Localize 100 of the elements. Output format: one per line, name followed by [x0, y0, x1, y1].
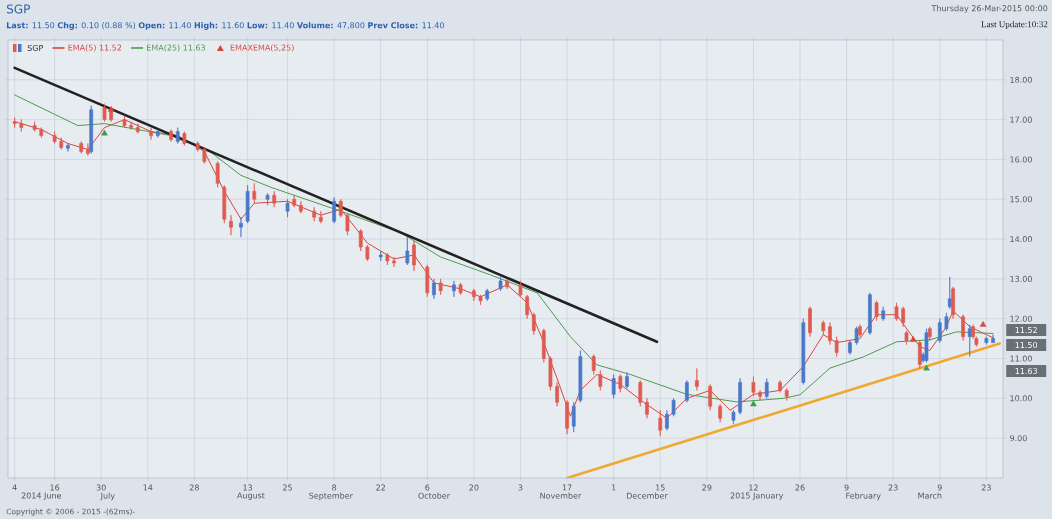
x-tick-label: 16 — [50, 484, 60, 491]
candlestick — [345, 212, 350, 236]
candlestick — [109, 107, 114, 122]
text: 11.63 — [1015, 367, 1038, 375]
point — [101, 129, 108, 136]
candlestick — [215, 161, 220, 188]
candlestick — [432, 278, 436, 300]
y-tick-label: 17.00 — [1010, 116, 1032, 123]
x2-tick-label: March — [918, 492, 942, 499]
candlestick — [392, 256, 396, 268]
candlestick — [412, 240, 416, 272]
candlestick — [901, 306, 906, 328]
candlestick — [764, 378, 769, 399]
candlestick — [135, 123, 140, 134]
x-tick-label: 6 — [425, 484, 430, 491]
candlestick — [52, 131, 57, 144]
candlestick — [828, 322, 832, 345]
y-tick-label: 16.00 — [1010, 156, 1032, 163]
candlestick — [751, 376, 756, 397]
candlestick — [731, 409, 736, 425]
candlestick — [951, 286, 955, 320]
x-tick-label: 25 — [283, 484, 292, 491]
candlestick — [808, 306, 812, 337]
candlestick — [625, 372, 629, 389]
x-tick-label: 28 — [189, 484, 199, 491]
y-tick-label: 12.00 — [1010, 315, 1032, 322]
candlestick — [505, 278, 510, 290]
legend-label: SGP — [27, 44, 44, 52]
candlestick — [591, 354, 596, 375]
candlestick — [252, 182, 257, 204]
x-tick-label: 20 — [469, 484, 479, 491]
candlestick — [671, 398, 676, 417]
candlestick — [129, 121, 133, 130]
candlestick — [758, 390, 762, 401]
text: 11.50 — [1015, 341, 1038, 349]
candlestick — [155, 129, 160, 138]
candlestick — [89, 105, 94, 154]
candlestick — [332, 196, 336, 224]
candlestick — [318, 210, 323, 224]
x-tick-label: 23 — [888, 484, 898, 491]
candlestick — [695, 368, 699, 391]
candlestick — [19, 119, 24, 132]
candlestick — [924, 328, 929, 363]
legend-label: EMAXEMA(5,25) — [230, 44, 294, 52]
candlestick — [541, 328, 546, 363]
candlestick — [944, 312, 949, 332]
candlestick — [32, 121, 37, 132]
text: 11.52 — [1015, 326, 1037, 334]
candlestick — [848, 340, 852, 355]
candlestick — [868, 292, 872, 335]
point — [923, 364, 930, 371]
candlestick — [239, 216, 243, 238]
x-tick-label: 12 — [749, 484, 758, 491]
candlestick — [66, 143, 70, 152]
x2-tick-label: July — [100, 492, 115, 501]
x-tick-label: 9 — [844, 484, 849, 491]
candlestick — [195, 141, 200, 152]
candlestick — [618, 374, 623, 393]
candlestick — [338, 198, 343, 218]
candlestick — [86, 143, 90, 156]
candlestick — [937, 318, 942, 343]
legend-label: EMA(25) 11.63 — [147, 44, 205, 52]
candlestick — [365, 244, 370, 262]
x-tick-label: 1 — [611, 484, 616, 491]
candlestick — [458, 282, 463, 296]
text: Last Update:10:32 — [981, 20, 1048, 30]
candlestick — [565, 399, 569, 435]
y-tick-label: 14.00 — [1010, 236, 1032, 243]
candlestick — [967, 324, 972, 357]
x2-tick-label: December — [626, 492, 668, 499]
candlestick — [801, 318, 806, 385]
x-tick-label: 3 — [518, 484, 523, 491]
candlestick — [39, 127, 44, 138]
candlestick — [425, 264, 430, 298]
candlestick — [821, 320, 826, 335]
y-tick-label: 18.00 — [1010, 76, 1032, 83]
x-tick-label: 13 — [243, 484, 253, 491]
candlestick — [59, 137, 64, 150]
x-tick-label: 22 — [376, 484, 386, 491]
point — [107, 105, 115, 112]
candlestick — [638, 380, 643, 407]
x-tick-label: 14 — [143, 484, 153, 491]
candlestick — [272, 190, 277, 208]
candlestick — [285, 198, 290, 218]
candlestick — [12, 117, 17, 128]
candlestick — [175, 127, 180, 144]
candlestick — [452, 280, 456, 298]
candlestick — [385, 252, 390, 266]
x-tick-label: 23 — [981, 484, 991, 491]
x-tick-label: 8 — [332, 484, 337, 491]
candlestick — [645, 398, 649, 419]
candlestick — [548, 356, 553, 391]
candlestick — [904, 330, 909, 345]
x2-tick-label: September — [309, 492, 353, 501]
candlestick — [927, 326, 932, 341]
x2-tick-label: 2014 June — [21, 492, 62, 501]
candlestick — [665, 409, 669, 431]
candlestick — [378, 250, 383, 262]
x-tick-label: 9 — [937, 484, 942, 491]
candlestick — [947, 276, 952, 310]
